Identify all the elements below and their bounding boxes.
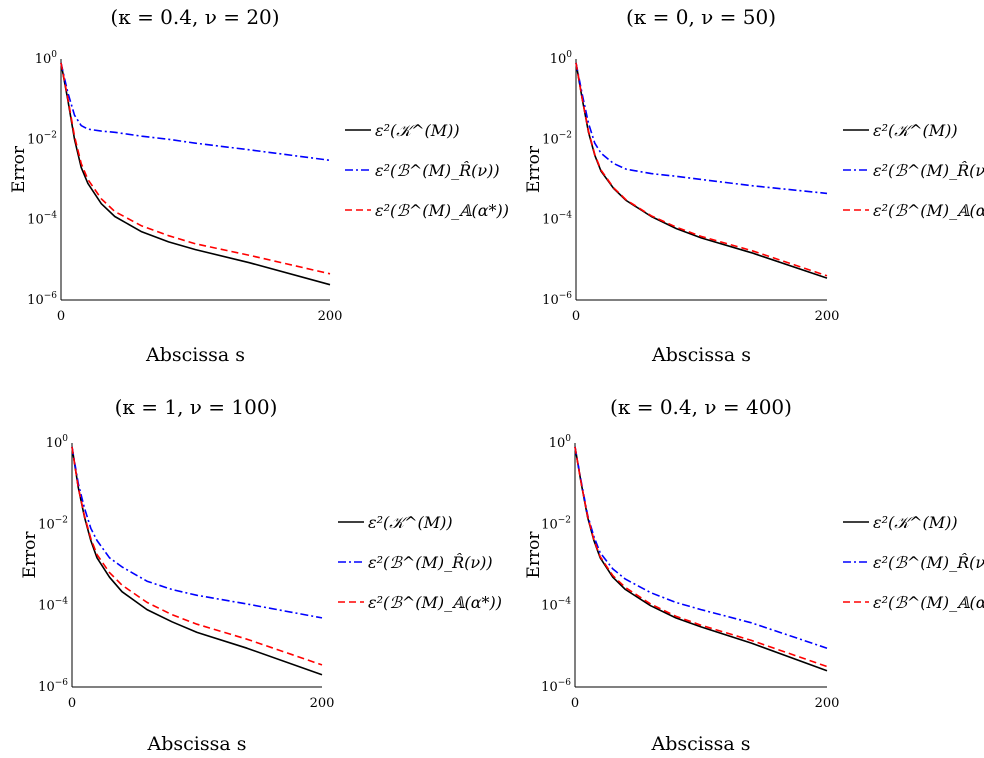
series-line-1 (60, 62, 331, 286)
series-line-3 (71, 446, 323, 666)
chart-title: (κ = 0.4, ν = 400) (610, 395, 792, 419)
legend-label: ε²(ℬ^(M)_R̂(ν)) (368, 553, 493, 572)
legend-label: ε²(ℬ^(M)_𝔸(α*)) (375, 201, 509, 220)
y-tick-label: 10−6 (541, 678, 571, 695)
series-line-1 (575, 62, 828, 279)
x-tick-label: 0 (68, 696, 76, 711)
y-tick-label: 10−2 (541, 515, 571, 532)
x-axis-label: Abscissa s (145, 344, 245, 366)
legend: ε²(𝒦^(M)) ε²(ℬ^(M)_R̂(ν)) ε²(ℬ^(M)_𝔸(α*)) (843, 121, 984, 220)
y-axis-label: Error (9, 145, 29, 193)
legend-label: ε²(𝒦^(M)) (375, 121, 460, 140)
series-line-3 (575, 62, 828, 277)
y-axis-label: Error (20, 531, 40, 579)
y-tick-label: 10−2 (27, 130, 57, 147)
chart-panel-1: (κ = 0.4, ν = 20) 100 10−2 10−4 10−60 200 Absc… (9, 5, 509, 366)
chart-title: (κ = 1, ν = 100) (115, 395, 278, 419)
legend-label: ε²(ℬ^(M)_R̂(ν)) (873, 553, 984, 572)
chart-panel-4: (κ = 0.4, ν = 400) 100 10−2 10−4 10−60 200 Abs… (524, 395, 984, 755)
legend-label: ε²(𝒦^(M)) (368, 513, 453, 532)
y-tick-label: 10−4 (542, 211, 572, 228)
series-line-3 (574, 446, 828, 668)
x-tick-label: 200 (815, 696, 840, 711)
x-tick-label: 0 (572, 309, 580, 324)
y-tick-label: 100 (550, 50, 573, 67)
legend-label: ε²(ℬ^(M)_R̂(ν)) (873, 161, 984, 180)
x-tick-label: 0 (57, 309, 65, 324)
legend-label: ε²(𝒦^(M)) (873, 121, 958, 140)
x-axis-label: Abscissa s (651, 344, 751, 366)
x-axis-label: Abscissa s (147, 733, 247, 755)
legend-label: ε²(ℬ^(M)_R̂(ν)) (375, 161, 500, 180)
chart-panel-3: (κ = 1, ν = 100) 100 10−2 10−4 10−60 200 Absci… (20, 395, 502, 755)
y-tick-label: 10−6 (38, 678, 68, 695)
x-tick-label: 200 (318, 309, 343, 324)
legend-label: ε²(ℬ^(M)_𝔸(α*)) (873, 593, 984, 612)
chart-panel-2: (κ = 0, ν = 50) 100 10−2 10−4 10−60 200 Abscis… (524, 5, 984, 366)
y-tick-label: 10−6 (542, 291, 572, 308)
x-tick-label: 200 (310, 696, 335, 711)
series-line-1 (71, 446, 323, 676)
y-tick-label: 10−4 (541, 597, 571, 614)
legend: ε²(𝒦^(M)) ε²(ℬ^(M)_R̂(ν)) ε²(ℬ^(M)_𝔸(α*)) (843, 513, 984, 612)
series-line-1 (574, 446, 828, 672)
y-tick-label: 10−4 (38, 597, 68, 614)
legend-label: ε²(𝒦^(M)) (873, 513, 958, 532)
y-tick-label: 100 (549, 434, 572, 451)
y-tick-label: 10−6 (27, 291, 57, 308)
chart-title: (κ = 0, ν = 50) (626, 5, 776, 29)
y-tick-label: 100 (46, 434, 69, 451)
legend-label: ε²(ℬ^(M)_𝔸(α*)) (873, 201, 984, 220)
series-line-2 (575, 62, 828, 195)
x-tick-label: 0 (571, 696, 579, 711)
x-axis-label: Abscissa s (651, 733, 751, 755)
legend-label: ε²(ℬ^(M)_𝔸(α*)) (368, 593, 502, 612)
y-tick-label: 10−2 (542, 130, 572, 147)
y-tick-label: 10−2 (38, 515, 68, 532)
y-axis-label: Error (524, 145, 544, 193)
series-line-3 (60, 62, 331, 275)
x-tick-label: 200 (815, 309, 840, 324)
series-line-2 (574, 446, 828, 649)
y-axis-label: Error (524, 531, 544, 579)
chart-title: (κ = 0.4, ν = 20) (110, 5, 279, 29)
y-tick-label: 100 (35, 50, 58, 67)
series-line-2 (60, 62, 331, 162)
series-line-2 (71, 446, 323, 619)
legend: ε²(𝒦^(M)) ε²(ℬ^(M)_R̂(ν)) ε²(ℬ^(M)_𝔸(α*)) (345, 121, 509, 220)
y-tick-label: 10−4 (27, 211, 57, 228)
legend: ε²(𝒦^(M)) ε²(ℬ^(M)_R̂(ν)) ε²(ℬ^(M)_𝔸(α*)) (338, 513, 502, 612)
